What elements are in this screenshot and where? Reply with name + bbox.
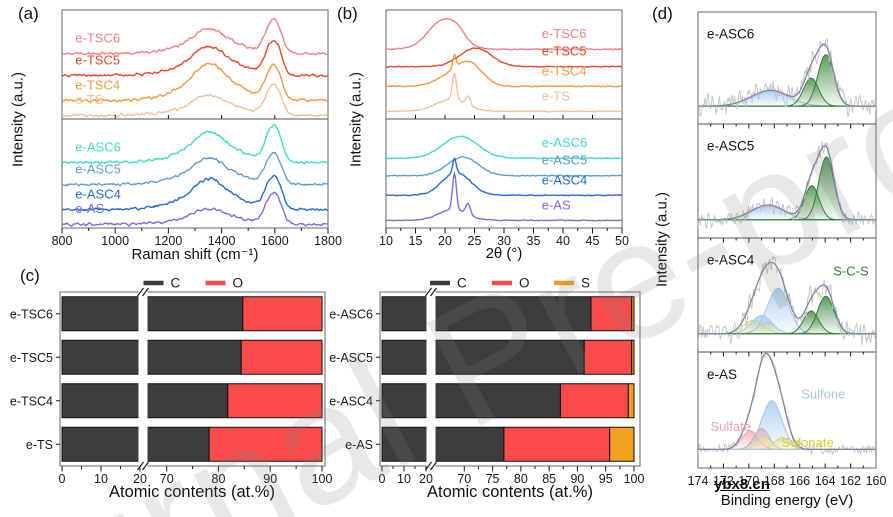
svg-text:Sufonate: Sufonate [782, 435, 834, 450]
panel-b-label: (b) [337, 4, 358, 23]
svg-text:30: 30 [497, 234, 511, 248]
svg-text:164: 164 [815, 474, 836, 488]
svg-text:e-TSC5: e-TSC5 [75, 52, 120, 67]
raman-ylabel: Intensity (a.u.) [9, 71, 27, 168]
svg-text:20: 20 [133, 472, 147, 486]
svg-text:e-TSC6: e-TSC6 [542, 26, 587, 41]
svg-text:e-ASC5: e-ASC5 [329, 351, 373, 365]
svg-text:e-ASC6: e-ASC6 [75, 140, 121, 155]
svg-text:166: 166 [789, 474, 810, 488]
svg-text:70: 70 [457, 472, 471, 486]
svg-text:C: C [171, 276, 181, 291]
svg-text:e-ASC6: e-ASC6 [542, 135, 588, 150]
svg-text:85: 85 [542, 472, 556, 486]
svg-text:800: 800 [52, 234, 73, 248]
svg-text:40: 40 [556, 234, 570, 248]
svg-text:0: 0 [59, 472, 66, 486]
svg-text:e-ASC4: e-ASC4 [75, 186, 121, 201]
svg-text:170: 170 [738, 474, 759, 488]
svg-text:O: O [233, 276, 244, 291]
svg-text:e-TS: e-TS [542, 88, 571, 103]
svg-text:15: 15 [409, 234, 423, 248]
svg-text:e-TSC4: e-TSC4 [75, 77, 120, 92]
svg-text:e-TSC5: e-TSC5 [10, 351, 53, 365]
atomic-ts-xlabel: Atomic contents (at.%) [109, 483, 275, 501]
svg-text:90: 90 [570, 472, 584, 486]
svg-text:e-ASC4: e-ASC4 [542, 172, 588, 187]
svg-text:e-TSC6: e-TSC6 [75, 31, 120, 46]
site-watermark: ybx8.cn [714, 476, 770, 493]
svg-text:162: 162 [840, 474, 861, 488]
svg-text:Sulfone: Sulfone [801, 386, 845, 401]
svg-text:e-TS: e-TS [75, 92, 104, 107]
svg-text:100: 100 [312, 472, 333, 486]
svg-text:e-ASC6: e-ASC6 [329, 307, 373, 321]
svg-text:1000: 1000 [101, 234, 129, 248]
svg-text:95: 95 [599, 472, 613, 486]
svg-text:174: 174 [688, 474, 709, 488]
svg-text:45: 45 [586, 234, 600, 248]
atomic-as-xlabel: Atomic contents (at.%) [427, 483, 593, 501]
xps-ylabel: Intensity (a.u.) [653, 191, 671, 288]
svg-text:168: 168 [764, 474, 785, 488]
svg-text:75: 75 [486, 472, 500, 486]
panel-d-label: (d) [652, 4, 673, 23]
xps-xlabel: Binding energy (eV) [720, 492, 854, 509]
panel-c-label: (c) [20, 266, 40, 285]
svg-text:10: 10 [397, 472, 411, 486]
svg-text:e-TSC4: e-TSC4 [10, 394, 53, 408]
svg-text:20: 20 [419, 472, 433, 486]
svg-text:S: S [581, 276, 590, 291]
svg-text:e-ASC4: e-ASC4 [329, 394, 373, 408]
svg-text:e-ASC5: e-ASC5 [707, 139, 754, 154]
svg-text:1600: 1600 [261, 234, 289, 248]
svg-text:e-TSC6: e-TSC6 [10, 307, 53, 321]
svg-text:1800: 1800 [314, 234, 342, 248]
svg-text:e-TS: e-TS [26, 438, 53, 452]
svg-text:100: 100 [624, 472, 645, 486]
svg-text:S-C-S: S-C-S [833, 264, 869, 279]
svg-text:e-ASC6: e-ASC6 [707, 26, 754, 41]
panel-a-label: (a) [18, 4, 39, 23]
svg-text:e-AS: e-AS [542, 197, 571, 212]
svg-text:20: 20 [438, 234, 452, 248]
svg-text:1200: 1200 [154, 234, 182, 248]
svg-text:e-AS: e-AS [75, 201, 104, 216]
svg-text:e-AS: e-AS [345, 438, 373, 452]
svg-text:e-ASC4: e-ASC4 [707, 253, 755, 268]
raman-xlabel: Raman shift (cm⁻¹) [131, 246, 259, 263]
svg-text:80: 80 [514, 472, 528, 486]
svg-text:160: 160 [866, 474, 887, 488]
xrd-ylabel: Intensity (a.u.) [347, 71, 365, 168]
svg-text:Sulfate: Sulfate [710, 419, 750, 434]
svg-text:50: 50 [615, 234, 629, 248]
svg-text:70: 70 [160, 472, 174, 486]
svg-text:0: 0 [379, 472, 386, 486]
svg-text:e-ASC5: e-ASC5 [75, 161, 121, 176]
svg-text:172: 172 [713, 474, 734, 488]
svg-text:O: O [519, 276, 530, 291]
svg-text:e-TSC4: e-TSC4 [542, 63, 587, 78]
svg-text:80: 80 [212, 472, 226, 486]
svg-text:35: 35 [527, 234, 541, 248]
svg-text:25: 25 [468, 234, 482, 248]
svg-text:e-AS: e-AS [707, 367, 737, 382]
svg-text:C: C [457, 276, 467, 291]
xrd-xlabel: 2θ (°) [485, 245, 523, 262]
svg-text:e-ASC5: e-ASC5 [542, 153, 588, 168]
svg-text:1400: 1400 [208, 234, 236, 248]
svg-text:90: 90 [263, 472, 277, 486]
svg-text:10: 10 [94, 472, 108, 486]
svg-text:e-TSC5: e-TSC5 [542, 44, 587, 59]
svg-text:10: 10 [379, 234, 393, 248]
